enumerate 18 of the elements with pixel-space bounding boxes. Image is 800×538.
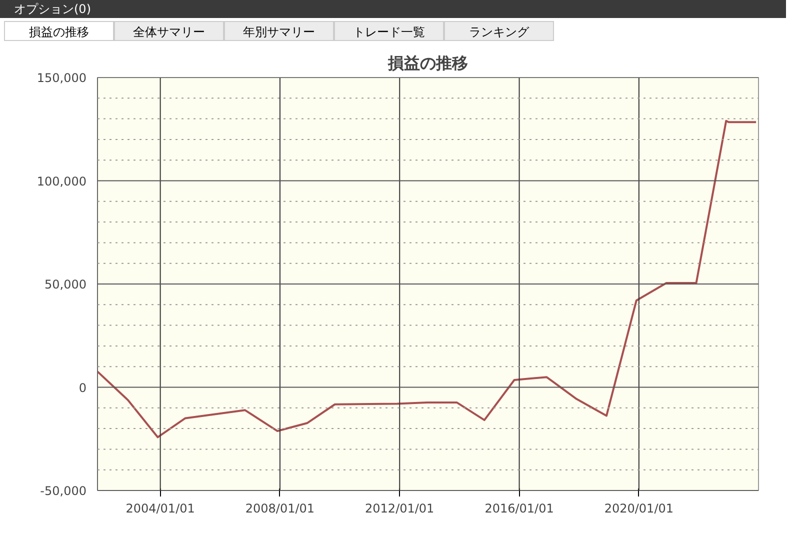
y-tick-label: -50,000 — [40, 484, 87, 498]
y-tick-label: 0 — [78, 380, 87, 395]
x-tick-label: 2004/01/01 — [126, 502, 195, 516]
y-tick-label: 150,000 — [36, 71, 86, 85]
text: 損益の推移 — [4, 21, 114, 41]
text: トレード一覧 — [334, 21, 444, 41]
text: ランキング — [444, 21, 554, 41]
x-tick-label: 2020/01/01 — [604, 502, 674, 516]
line-series — [98, 120, 758, 438]
text: 年別サマリー — [224, 21, 334, 41]
text: オプション(0) — [0, 0, 786, 18]
chart-title: 損益の推移 — [387, 54, 468, 72]
text: 全体サマリー — [114, 21, 224, 41]
x-tick-label: 2012/01/01 — [365, 502, 434, 516]
y-tick-label: 100,000 — [36, 174, 86, 188]
x-tick-label: 2008/01/01 — [245, 502, 315, 516]
x-tick-label: 2016/01/01 — [484, 502, 554, 516]
y-tick-label: 50,000 — [44, 278, 87, 292]
